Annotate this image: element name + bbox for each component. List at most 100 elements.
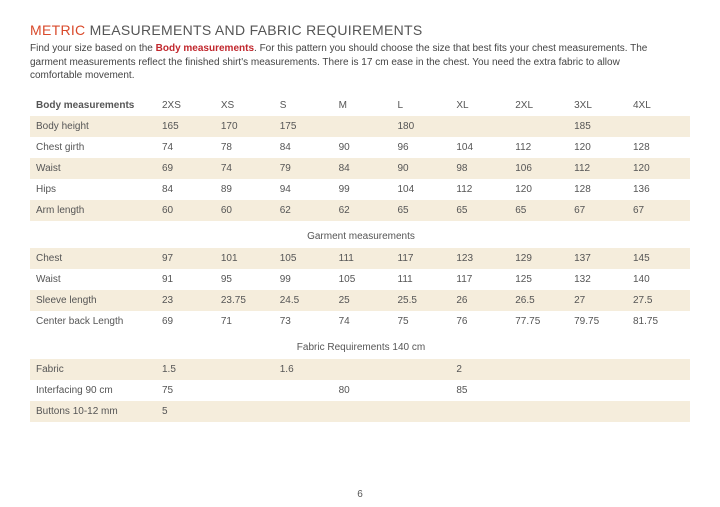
cell-value: 23 — [160, 290, 219, 311]
cell-value: 81.75 — [631, 311, 690, 332]
cell-value: 104 — [454, 137, 513, 158]
page-title: METRIC MEASUREMENTS AND FABRIC REQUIREME… — [30, 22, 690, 38]
cell-value: 25.5 — [396, 290, 455, 311]
cell-value: 78 — [219, 137, 278, 158]
size-header: S — [278, 95, 337, 116]
row-label: Waist — [30, 158, 160, 179]
row-label: Center back Length — [30, 311, 160, 332]
cell-value: 5 — [160, 401, 690, 422]
cell-value: 1.5 — [160, 359, 278, 380]
cell-value: 75 — [396, 311, 455, 332]
cell-value: 67 — [631, 200, 690, 221]
cell-value: 69 — [160, 158, 219, 179]
size-header: 2XS — [160, 95, 219, 116]
size-header: 4XL — [631, 95, 690, 116]
cell-value: 105 — [337, 269, 396, 290]
cell-value: 84 — [337, 158, 396, 179]
cell-value: 62 — [278, 200, 337, 221]
cell-value: 111 — [396, 269, 455, 290]
row-label: Fabric — [30, 359, 160, 380]
cell-value: 117 — [396, 248, 455, 269]
cell-value: 84 — [160, 179, 219, 200]
fabric-section-label: Fabric Requirements 140 cm — [30, 332, 690, 359]
cell-value: 145 — [631, 248, 690, 269]
intro-text: Find your size based on the Body measure… — [30, 42, 670, 83]
cell-value: 27 — [572, 290, 631, 311]
cell-value: 112 — [454, 179, 513, 200]
row-label: Hips — [30, 179, 160, 200]
cell-value: 128 — [572, 179, 631, 200]
intro-part-a: Find your size based on the — [30, 43, 156, 54]
cell-value: 80 — [337, 380, 455, 401]
cell-value: 90 — [396, 158, 455, 179]
size-header: XL — [454, 95, 513, 116]
cell-value: 170 — [219, 116, 278, 137]
cell-value: 91 — [160, 269, 219, 290]
page-number: 6 — [0, 489, 720, 500]
size-header: 3XL — [572, 95, 631, 116]
row-label: Chest girth — [30, 137, 160, 158]
cell-value: 105 — [278, 248, 337, 269]
size-header: L — [396, 95, 455, 116]
cell-value: 26.5 — [513, 290, 572, 311]
cell-value: 65 — [454, 200, 513, 221]
size-header: 2XL — [513, 95, 572, 116]
cell-value: 90 — [337, 137, 396, 158]
size-header: XS — [219, 95, 278, 116]
cell-value: 74 — [160, 137, 219, 158]
cell-value: 60 — [219, 200, 278, 221]
title-metric: METRIC — [30, 22, 85, 38]
garment-section-label: Garment measurements — [30, 221, 690, 248]
cell-value: 106 — [513, 158, 572, 179]
cell-value: 65 — [513, 200, 572, 221]
cell-value: 79 — [278, 158, 337, 179]
cell-value: 65 — [396, 200, 455, 221]
cell-value: 165 — [160, 116, 219, 137]
row-label: Waist — [30, 269, 160, 290]
cell-value: 120 — [631, 158, 690, 179]
cell-value: 62 — [337, 200, 396, 221]
cell-value: 104 — [396, 179, 455, 200]
cell-value: 24.5 — [278, 290, 337, 311]
cell-value: 137 — [572, 248, 631, 269]
row-label: Body height — [30, 116, 160, 137]
row-label: Arm length — [30, 200, 160, 221]
cell-value: 101 — [219, 248, 278, 269]
cell-value: 85 — [454, 380, 690, 401]
cell-value: 1.6 — [278, 359, 455, 380]
size-header: M — [337, 95, 396, 116]
body-measurements-label: Body measurements — [30, 95, 160, 116]
cell-value: 73 — [278, 311, 337, 332]
cell-value: 76 — [454, 311, 513, 332]
cell-value: 69 — [160, 311, 219, 332]
cell-value: 111 — [337, 248, 396, 269]
cell-value: 128 — [631, 137, 690, 158]
cell-value: 112 — [572, 158, 631, 179]
cell-value: 112 — [513, 137, 572, 158]
cell-value: 74 — [219, 158, 278, 179]
cell-value: 140 — [631, 269, 690, 290]
cell-value: 94 — [278, 179, 337, 200]
title-rest: MEASUREMENTS AND FABRIC REQUIREMENTS — [90, 22, 423, 38]
cell-value: 97 — [160, 248, 219, 269]
cell-value: 74 — [337, 311, 396, 332]
cell-value: 77.75 — [513, 311, 572, 332]
cell-value: 99 — [337, 179, 396, 200]
intro-bold: Body measurements — [156, 43, 254, 54]
row-label: Chest — [30, 248, 160, 269]
cell-value: 84 — [278, 137, 337, 158]
cell-value: 71 — [219, 311, 278, 332]
row-label: Interfacing 90 cm — [30, 380, 160, 401]
cell-value: 98 — [454, 158, 513, 179]
cell-value: 117 — [454, 269, 513, 290]
cell-value: 96 — [396, 137, 455, 158]
cell-value: 175 — [278, 116, 396, 137]
cell-value: 95 — [219, 269, 278, 290]
cell-value: 180 — [396, 116, 573, 137]
cell-value: 26 — [454, 290, 513, 311]
cell-value: 185 — [572, 116, 690, 137]
cell-value: 2 — [454, 359, 690, 380]
cell-value: 67 — [572, 200, 631, 221]
cell-value: 120 — [513, 179, 572, 200]
measurements-table: Body measurements2XSXSSMLXL2XL3XL4XL Body… — [30, 95, 690, 422]
